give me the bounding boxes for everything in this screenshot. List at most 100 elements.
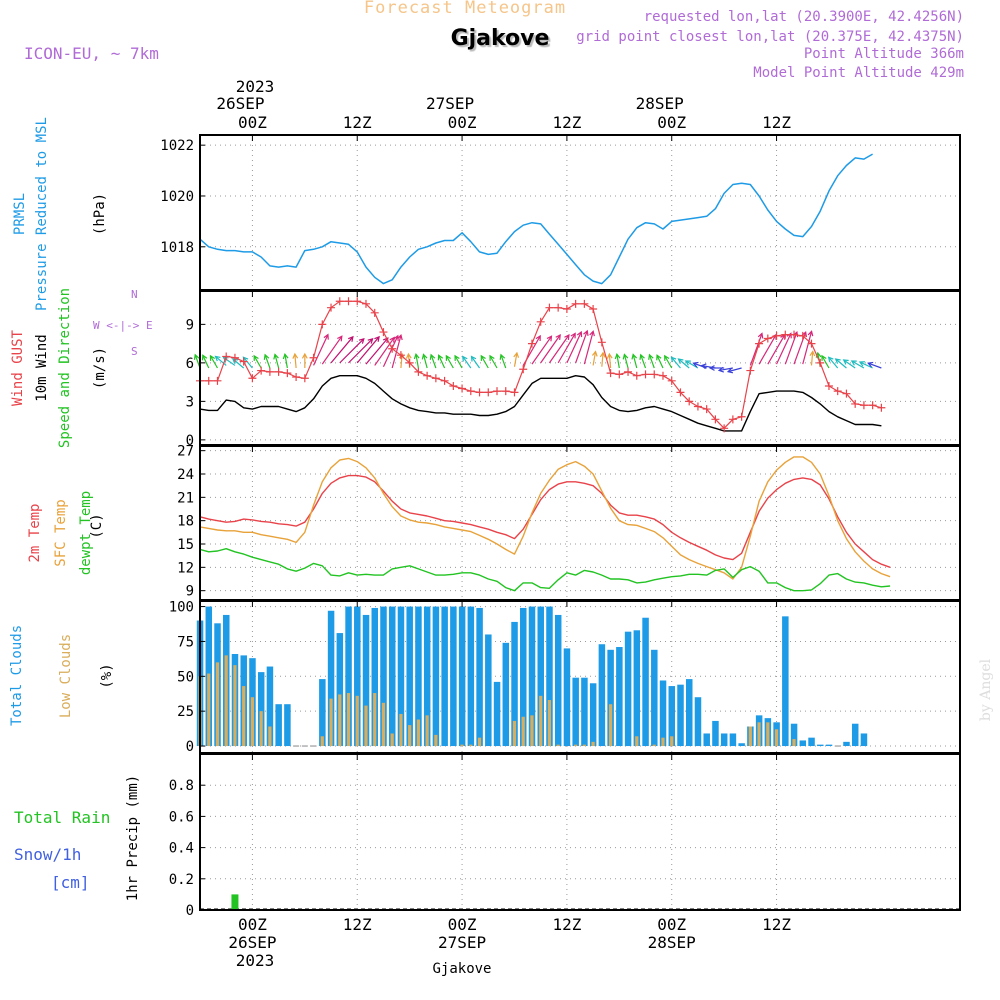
time-tick-top: 12Z — [343, 113, 372, 132]
gust-marker — [230, 353, 239, 362]
wind-barb-head — [273, 353, 279, 360]
gust-marker — [554, 303, 563, 312]
gust-marker — [501, 387, 510, 396]
total-cloud-bar — [388, 606, 396, 747]
low-cloud-bar — [329, 698, 333, 747]
gust-marker — [204, 376, 213, 385]
gust-marker — [685, 397, 694, 406]
wind-barb-head — [570, 332, 576, 339]
low-cloud-bar — [591, 741, 595, 747]
total-cloud-bar — [284, 704, 291, 747]
time-tick-bottom: 00Z — [238, 915, 267, 934]
gust-marker — [493, 387, 502, 396]
gust-marker — [562, 304, 571, 313]
total-cloud-bar — [720, 733, 728, 747]
low-cloud-bar — [582, 744, 586, 747]
total-cloud-bar — [406, 606, 413, 747]
wind-barb — [784, 331, 798, 365]
gust-marker — [361, 299, 370, 308]
total-cloud-bar — [817, 744, 824, 747]
wind-barb — [608, 354, 612, 369]
wind-barb-head — [576, 330, 583, 338]
gust-marker — [396, 351, 405, 360]
wind-barb — [462, 356, 472, 369]
wind-barb — [718, 367, 733, 372]
wind-barb — [678, 358, 690, 369]
wind-barb-head — [614, 352, 621, 360]
wind-barb-head — [405, 352, 412, 359]
total-cloud-bar — [528, 606, 536, 747]
gust-marker — [632, 371, 641, 380]
total-cloud-bar — [790, 723, 798, 747]
gust-marker — [711, 415, 720, 424]
time-tick-bottom: 12Z — [762, 915, 791, 934]
wind-barb — [202, 355, 210, 369]
snow-unit-label: [cm] — [51, 873, 90, 892]
wind-barb — [284, 354, 288, 369]
y-tick-label: 15 — [177, 537, 194, 553]
wind-barb — [851, 360, 865, 369]
y-tick-label: 0.6 — [169, 809, 194, 825]
low-cloud-bar — [224, 655, 228, 747]
gust-marker — [335, 297, 344, 306]
gust-marker — [327, 303, 336, 312]
wind-barb-head — [454, 354, 460, 361]
total-cloud-bar — [581, 677, 588, 747]
panel-frame — [199, 753, 961, 911]
date-label-top: 28SEP — [636, 94, 684, 113]
y-tick-label: 0 — [186, 739, 194, 755]
gust-marker — [702, 405, 711, 414]
gust-marker — [790, 330, 799, 339]
total-cloud-bar — [694, 697, 702, 747]
wind-barb — [648, 354, 655, 369]
wind-barb-head — [253, 354, 259, 361]
total-cloud-bar — [843, 741, 850, 747]
wind-barb-head — [757, 332, 764, 339]
wind-barb — [531, 335, 552, 365]
low-cloud-bar — [539, 695, 543, 747]
wind-barb-head — [323, 333, 329, 340]
total-cloud-bar — [554, 614, 562, 747]
gust-marker — [440, 376, 449, 385]
time-tick-bottom: 00Z — [448, 915, 477, 934]
total-cloud-bar — [467, 606, 475, 747]
chart-marks — [193, 153, 960, 910]
y-tick-label: 27 — [177, 444, 194, 460]
wind-barb-head — [499, 353, 506, 360]
total-cloud-bar — [860, 733, 868, 747]
gust-marker — [536, 317, 545, 326]
low-cloud-bar — [635, 736, 639, 747]
wind-barb-head — [821, 354, 827, 361]
wind-barb — [430, 354, 437, 369]
total-cloud-bar — [493, 681, 501, 747]
wind-barb-head — [591, 350, 598, 357]
time-tick-bottom: 00Z — [657, 915, 686, 934]
wind-barb — [438, 355, 446, 369]
total-cloud-bar — [266, 666, 274, 747]
wind-barb — [321, 335, 343, 365]
total-cloud-bar — [651, 649, 658, 747]
gust-marker — [693, 402, 702, 411]
wind-barb-head — [867, 361, 874, 368]
y-tick-label: 50 — [177, 669, 194, 685]
low-cloud-bar — [477, 737, 482, 747]
gust-marker — [824, 381, 833, 390]
wind-barb — [500, 354, 507, 369]
low-cloud-bar — [215, 662, 220, 747]
low-cloud-bar — [469, 744, 473, 747]
gust-marker — [798, 331, 807, 340]
wind-barb — [623, 354, 629, 369]
meteogram-subtitle: Forecast Meteogram — [363, 0, 567, 18]
wind-barb-head — [282, 352, 289, 360]
total-cloud-bar — [415, 606, 422, 747]
model-name: ICON-EU, ~ 7km — [24, 44, 159, 63]
total-cloud-bar — [380, 606, 387, 747]
gust-marker — [239, 357, 248, 366]
wind-barb-head — [470, 355, 477, 362]
wind-barb — [828, 356, 839, 369]
gust-marker — [571, 299, 580, 308]
footer-location: Gjakove — [432, 961, 491, 977]
low-cloud-bar — [425, 715, 429, 747]
total-cloud-bar — [633, 630, 641, 747]
wind-barb — [632, 354, 638, 369]
